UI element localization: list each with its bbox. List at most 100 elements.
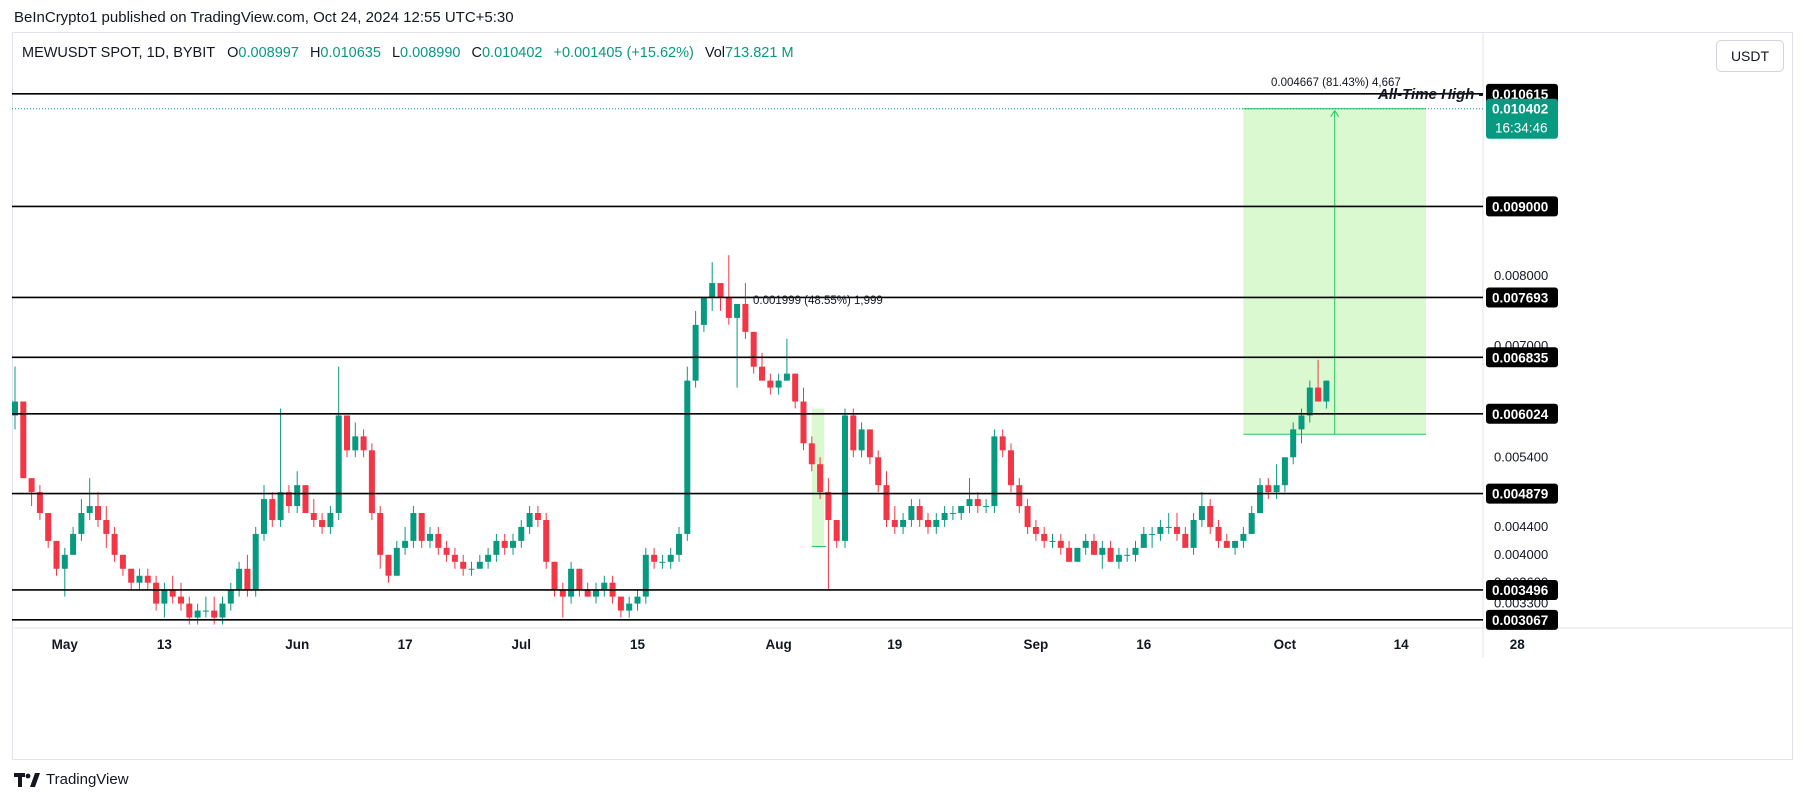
- candle-body: [119, 554, 126, 569]
- level-label: 0.010615: [1492, 87, 1549, 102]
- candle-body: [161, 589, 168, 604]
- time-tick-label: 16: [1136, 637, 1152, 652]
- candle-body: [568, 568, 575, 597]
- candle-body: [319, 519, 326, 527]
- candle-body: [576, 568, 583, 590]
- last-price-box: [1486, 98, 1558, 139]
- candle-body: [186, 603, 193, 618]
- change-value: +0.001405 (+15.62%): [553, 45, 694, 61]
- candle-body: [476, 561, 483, 569]
- candle-body: [310, 513, 317, 520]
- candle-body: [111, 533, 118, 555]
- candle-body: [128, 568, 135, 583]
- candle-body: [725, 296, 732, 318]
- candle-body: [543, 519, 550, 562]
- candle-body: [1240, 533, 1247, 541]
- close-value: 0.010402: [482, 45, 543, 61]
- candle-body: [1215, 526, 1222, 541]
- candle-body: [352, 436, 359, 451]
- high-label: H: [309, 45, 321, 61]
- high-value: 0.010635: [320, 45, 381, 61]
- candle-body: [53, 540, 60, 569]
- footer-brand-label: TradingView: [46, 771, 129, 788]
- candle-body: [45, 513, 52, 541]
- candle-body: [1157, 526, 1164, 534]
- candle-body: [385, 554, 392, 576]
- candle-body: [601, 582, 608, 590]
- candle-body: [95, 506, 101, 520]
- candle-body: [194, 610, 201, 618]
- candle-body: [974, 499, 981, 507]
- candle-body: [327, 513, 334, 527]
- level-label-box: [1486, 287, 1558, 308]
- published-line: BeInCrypto1 published on TradingView.com…: [14, 9, 514, 26]
- candle-body: [1223, 540, 1230, 548]
- candle-body: [775, 380, 782, 388]
- currency-button[interactable]: USDT: [1716, 40, 1784, 72]
- candle-body: [219, 603, 226, 618]
- candle-body: [742, 303, 749, 332]
- candle-body: [1165, 526, 1172, 528]
- candle-body: [344, 415, 350, 451]
- candle-body: [510, 540, 516, 548]
- candle-body: [1315, 387, 1322, 402]
- price-tick-label: 0.008000: [1494, 268, 1548, 283]
- candle-body: [717, 283, 724, 297]
- candle-body: [667, 554, 674, 562]
- candle-body: [1016, 485, 1023, 507]
- volume-value: 713.821 M: [725, 45, 794, 61]
- candle-body: [435, 533, 442, 548]
- candle-body: [534, 513, 541, 520]
- candle-body: [1207, 506, 1214, 527]
- candle-body: [651, 554, 658, 562]
- candle-body: [949, 513, 956, 515]
- last-price-label: 0.010402: [1492, 102, 1548, 117]
- candle-body: [983, 506, 990, 508]
- level-label: 0.006835: [1492, 350, 1549, 365]
- candle-body: [792, 373, 799, 402]
- candle-body: [1066, 547, 1073, 562]
- candle-body: [833, 519, 840, 541]
- candle-body: [1074, 547, 1081, 562]
- candle-body: [1008, 450, 1014, 486]
- candle-body: [501, 540, 508, 548]
- footer-brand: TradingView: [14, 771, 129, 788]
- level-label-box: [1486, 196, 1558, 217]
- symbol-label[interactable]: MEWUSDT SPOT, 1D, BYBIT: [22, 45, 216, 61]
- level-label: 0.006024: [1492, 407, 1549, 422]
- candle-body: [1124, 554, 1131, 556]
- candle-body: [1099, 547, 1106, 555]
- candle-body: [443, 547, 450, 555]
- low-label: L: [391, 45, 401, 61]
- candle-body: [883, 485, 890, 520]
- time-tick-label: Sep: [1024, 637, 1049, 652]
- candle-body: [277, 492, 284, 520]
- candle-body: [858, 429, 865, 451]
- candle-body: [1174, 526, 1180, 534]
- candle-body: [808, 443, 815, 465]
- candle-body: [485, 554, 492, 562]
- candle-body: [551, 561, 558, 590]
- candle-body: [941, 513, 948, 520]
- candle-body: [966, 499, 973, 507]
- candle-body: [1182, 533, 1189, 548]
- chart-frame: [12, 32, 1793, 760]
- open-label: O: [227, 45, 239, 61]
- candle-body: [1115, 554, 1122, 562]
- candle-body: [559, 589, 566, 597]
- candle-body: [261, 499, 267, 534]
- measure-arrow-head-icon: [1330, 109, 1340, 117]
- candle-body: [335, 415, 342, 514]
- level-label: 0.003496: [1492, 583, 1549, 598]
- candle-body: [493, 540, 500, 555]
- candle-body: [236, 568, 243, 590]
- candle-body: [1132, 547, 1139, 555]
- candle-body: [1281, 457, 1288, 486]
- tradingview-logo-icon: [14, 772, 40, 787]
- volume-label: Vol: [704, 45, 726, 61]
- time-tick-label: 28: [1510, 637, 1526, 652]
- close-label: C: [471, 45, 483, 61]
- candle-body: [1198, 506, 1205, 520]
- candle-body: [12, 401, 18, 416]
